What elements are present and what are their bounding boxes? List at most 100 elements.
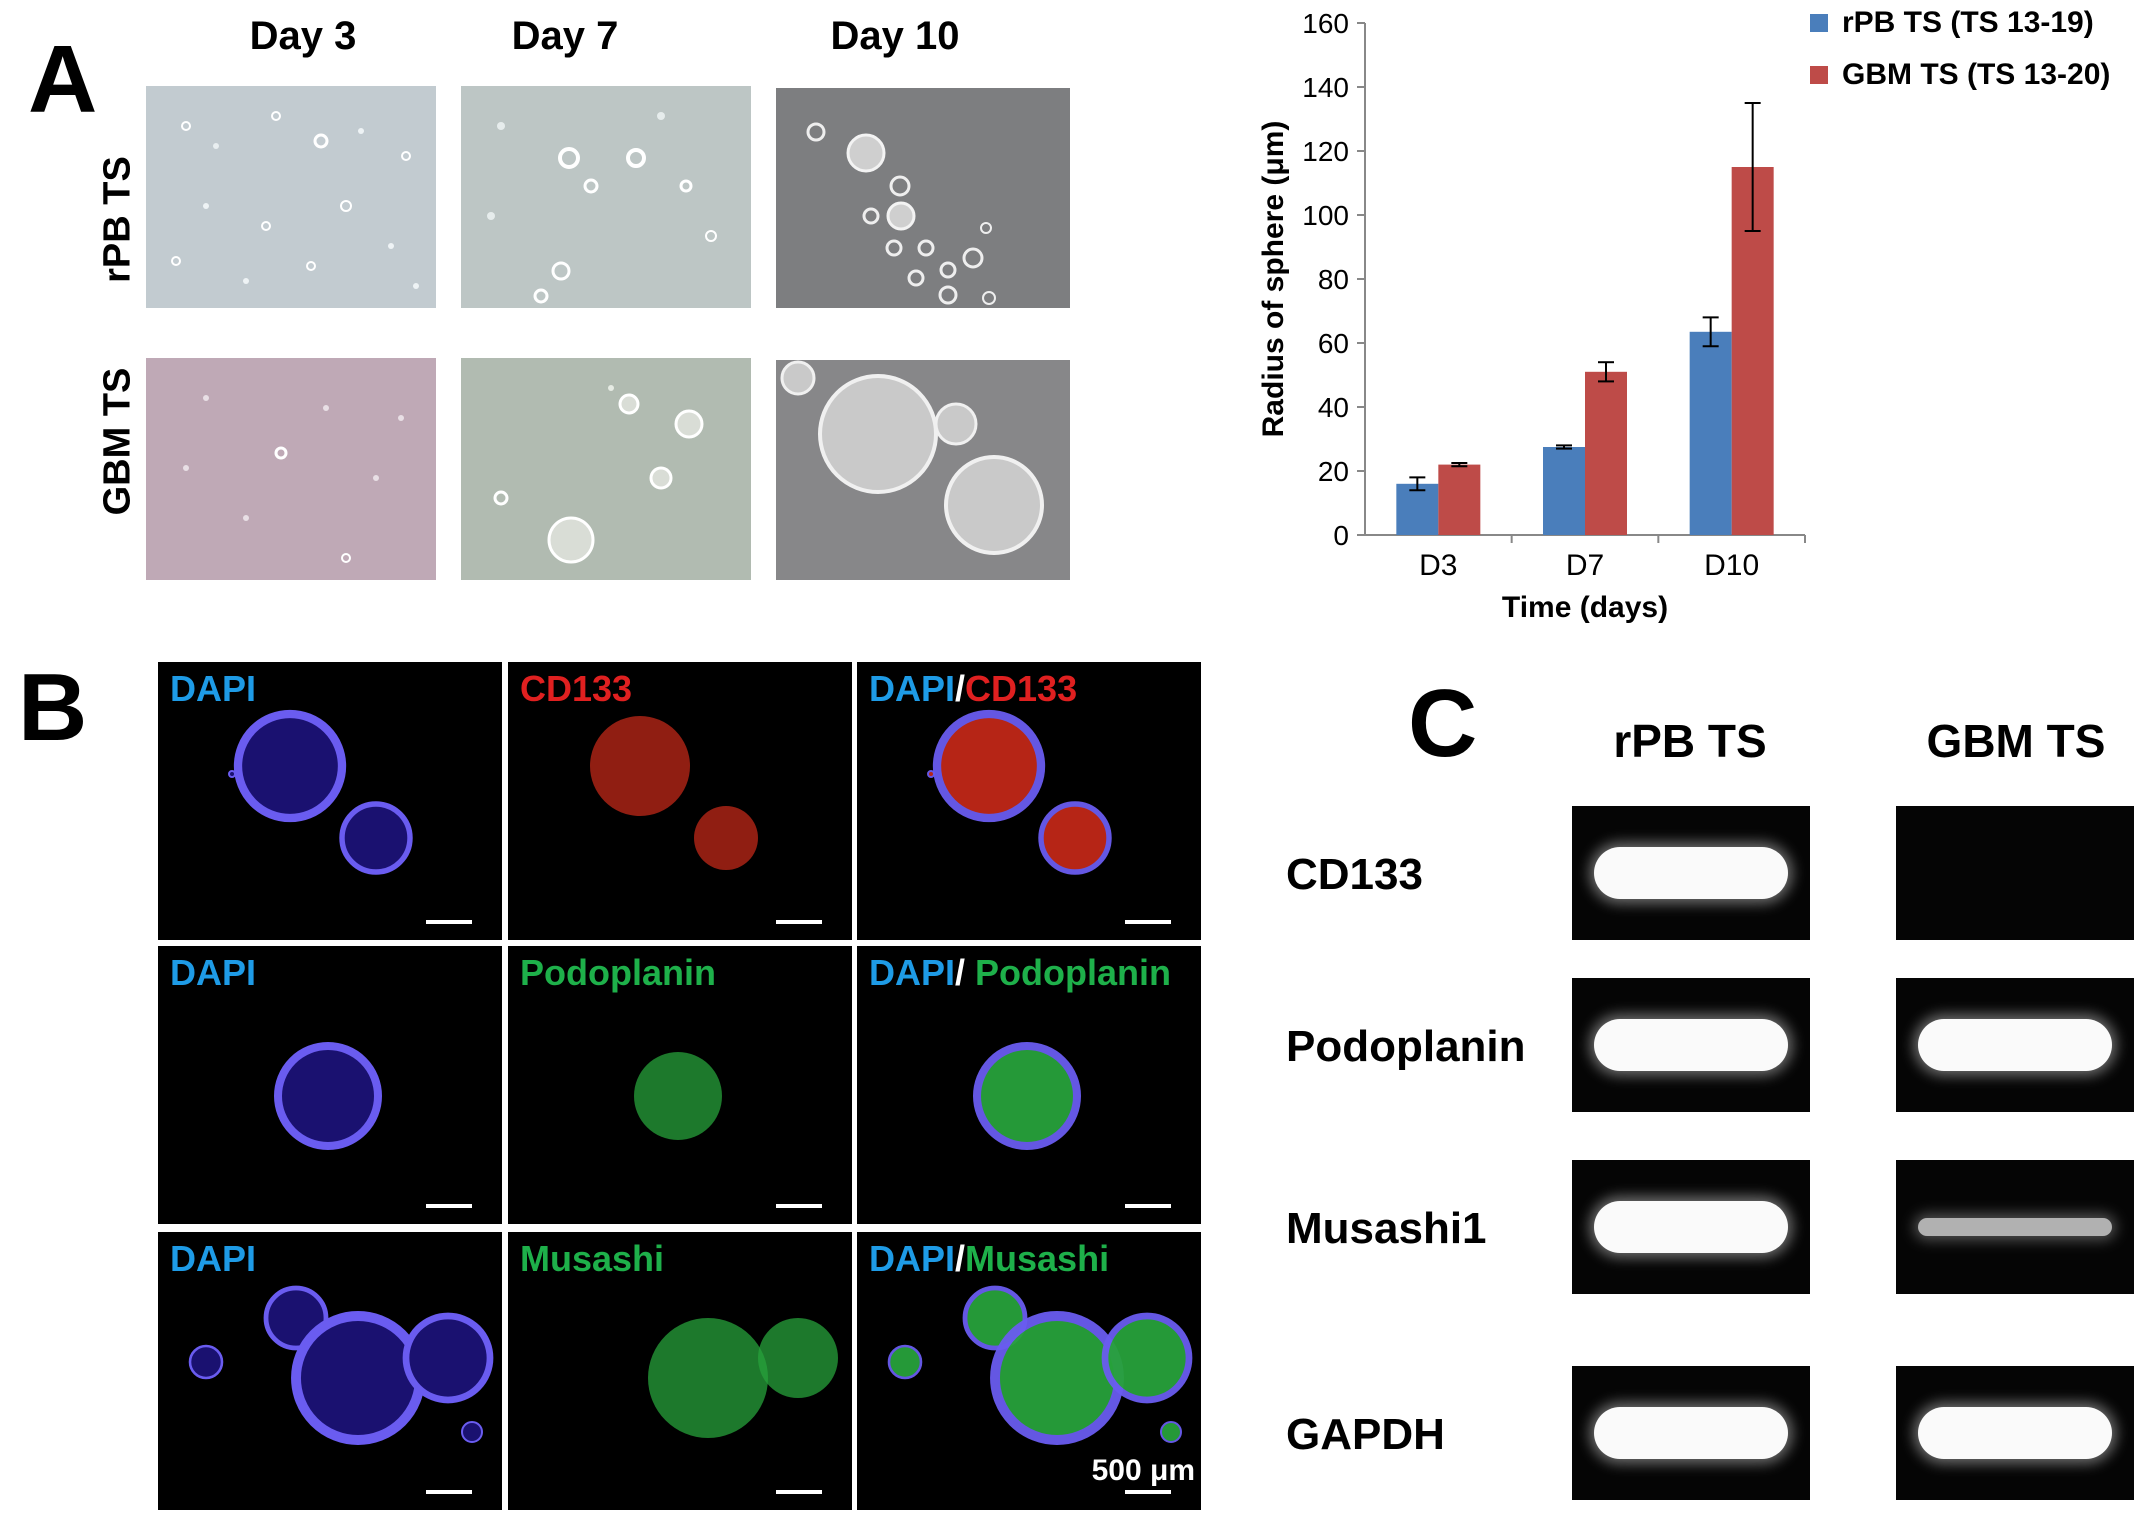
- scale-bar: [1125, 1204, 1171, 1208]
- fluor-panel-r1-c2: CD133: [508, 662, 852, 940]
- gel-lane-musashi1-gbm: [1896, 1160, 2134, 1294]
- y-tick-label: 100: [1302, 200, 1349, 231]
- scale-bar: [426, 920, 472, 924]
- fluor-label-part: /: [955, 952, 976, 993]
- fluor-label-part: /: [955, 668, 966, 709]
- gel-band: [1594, 1407, 1788, 1459]
- fluor-label-part: Musashi: [520, 1238, 665, 1279]
- x-tick-label: D10: [1704, 549, 1759, 582]
- fluor-label-part: Musashi: [965, 1238, 1110, 1279]
- fluor-label-part: CD133: [520, 668, 633, 709]
- day-label-10: Day 10: [830, 14, 960, 58]
- bar-D7-1: [1585, 371, 1627, 535]
- scale-bar: [776, 920, 822, 924]
- gel-column-gbm: GBM TS: [1926, 715, 2106, 767]
- legend-label-1: GBM TS (TS 13-20): [1842, 58, 2110, 91]
- micrograph-rpb-day10: [776, 88, 1070, 308]
- gel-lane-podoplanin-rpb: [1572, 978, 1810, 1112]
- bar-D3-0: [1396, 483, 1439, 535]
- scale-bar: [426, 1204, 472, 1208]
- y-tick-label: 160: [1302, 8, 1349, 39]
- gel-band: [1918, 1407, 2112, 1459]
- x-tick-label: D7: [1566, 549, 1604, 582]
- gene-label-musashi1: Musashi1: [1286, 1204, 1487, 1253]
- legend-swatch-0: [1810, 14, 1828, 32]
- fluor-label-part: DAPI: [869, 1238, 956, 1279]
- y-tick-label: 0: [1333, 520, 1349, 551]
- fluor-panel-r3-c1: DAPI: [158, 1232, 502, 1510]
- gel-lane-podoplanin-gbm: [1896, 978, 2134, 1112]
- gel-band: [1594, 1019, 1788, 1071]
- gel-lane-gapdh-rpb: [1572, 1366, 1810, 1500]
- scale-bar: [1125, 1490, 1171, 1494]
- scale-bar: [776, 1490, 822, 1494]
- fluor-label: CD133: [520, 668, 632, 710]
- bar-D7-0: [1543, 447, 1585, 535]
- fluor-panel-r2-c1: DAPI: [158, 946, 502, 1224]
- y-tick-label: 40: [1318, 392, 1349, 423]
- panel-letter-a: A: [28, 26, 98, 133]
- fluor-label: Musashi: [520, 1238, 664, 1280]
- fluor-label: DAPI: [170, 668, 256, 710]
- gel-band: [1918, 1019, 2112, 1071]
- y-tick-label: 140: [1302, 72, 1349, 103]
- y-axis-label: Radius of sphere (μm): [1257, 121, 1290, 438]
- gel-column-rpb: rPB TS: [1613, 715, 1767, 767]
- panel-letter-c: C: [1408, 670, 1478, 777]
- y-tick-label: 80: [1318, 264, 1349, 295]
- bar-D3-1: [1438, 464, 1481, 535]
- fluor-label: DAPI: [170, 1238, 256, 1280]
- fluor-label: DAPI/CD133: [869, 668, 1077, 710]
- gel-lane-gapdh-gbm: [1896, 1366, 2134, 1500]
- fluor-label: DAPI/ Podoplanin: [869, 952, 1171, 994]
- micrograph-gbm-day3: [146, 358, 436, 580]
- fluor-label-part: Podoplanin: [520, 952, 716, 993]
- row-label-rpb: rPB TS: [96, 156, 139, 283]
- gel-band: [1918, 1218, 2112, 1236]
- gel-lane-cd133-rpb: [1572, 806, 1810, 940]
- micrograph-gbm-day10: [776, 360, 1070, 580]
- bar-D10-0: [1689, 331, 1732, 535]
- fluor-label-part: DAPI: [869, 668, 956, 709]
- fluor-panel-r3-c3: DAPI/Musashi 500 μm: [857, 1232, 1201, 1510]
- fluor-label-part: Podoplanin: [975, 952, 1172, 993]
- fluor-label: DAPI: [170, 952, 256, 994]
- row-label-gbm: GBM TS: [96, 367, 139, 516]
- scale-bar: [1125, 920, 1171, 924]
- fluor-label-part: DAPI: [170, 952, 257, 993]
- day-label-3: Day 3: [249, 14, 357, 58]
- legend-swatch-1: [1810, 66, 1828, 84]
- y-tick-label: 20: [1318, 456, 1349, 487]
- micrograph-gbm-day7: [461, 358, 751, 580]
- gene-label-gapdh: GAPDH: [1286, 1410, 1445, 1459]
- fluor-label: DAPI/Musashi: [869, 1238, 1109, 1280]
- fluor-label-part: DAPI: [170, 668, 257, 709]
- y-tick-label: 60: [1318, 328, 1349, 359]
- fluor-label: Podoplanin: [520, 952, 716, 994]
- x-axis-label: Time (days): [1502, 591, 1668, 624]
- micrograph-rpb-day3: [146, 86, 436, 308]
- scale-bar: [776, 1204, 822, 1208]
- gel-lane-cd133-gbm: [1896, 806, 2134, 940]
- x-tick-label: D3: [1419, 549, 1457, 582]
- fluor-label-part: DAPI: [869, 952, 956, 993]
- gene-label-cd133: CD133: [1286, 850, 1423, 899]
- gel-lane-musashi1-rpb: [1572, 1160, 1810, 1294]
- fluor-panel-r2-c2: Podoplanin: [508, 946, 852, 1224]
- sphere-radius-chart: 0 20 40 60 80 100 120 140 160 D3 D7 D10 Time (days) R…: [1257, 6, 2110, 624]
- fluor-panel-r2-c3: DAPI/ Podoplanin: [857, 946, 1201, 1224]
- scale-bar: [426, 1490, 472, 1494]
- y-tick-label: 120: [1302, 136, 1349, 167]
- fluor-panel-r3-c2: Musashi: [508, 1232, 852, 1510]
- panel-letter-b: B: [18, 654, 88, 761]
- gel-band: [1594, 847, 1788, 899]
- fluor-label-part: DAPI: [170, 1238, 257, 1279]
- fluor-label-part: /: [955, 1238, 966, 1279]
- fluor-label-part: CD133: [965, 668, 1078, 709]
- fluor-panel-r1-c3: DAPI/CD133: [857, 662, 1201, 940]
- gene-label-podoplanin: Podoplanin: [1286, 1022, 1526, 1071]
- day-label-7: Day 7: [511, 14, 619, 58]
- gel-band: [1594, 1201, 1788, 1253]
- scale-bar-label: 500 μm: [1091, 1454, 1195, 1487]
- micrograph-rpb-day7: [461, 86, 751, 308]
